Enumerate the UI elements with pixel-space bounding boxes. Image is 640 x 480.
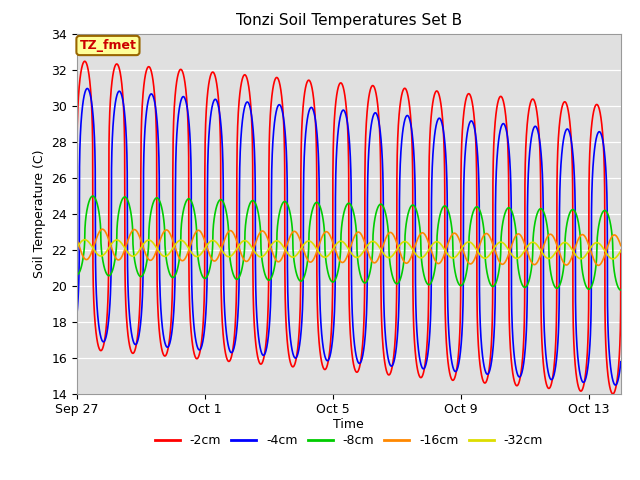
-32cm bbox=[617, 248, 625, 254]
Line: -8cm: -8cm bbox=[77, 196, 621, 290]
-2cm bbox=[73, 202, 81, 207]
-16cm bbox=[99, 226, 106, 232]
-8cm bbox=[524, 282, 531, 288]
-8cm bbox=[557, 277, 565, 283]
-2cm bbox=[396, 105, 404, 110]
-8cm bbox=[355, 265, 363, 271]
-4cm bbox=[524, 204, 531, 210]
-32cm bbox=[557, 241, 565, 247]
Y-axis label: Soil Temperature (C): Soil Temperature (C) bbox=[33, 149, 45, 278]
-8cm bbox=[445, 210, 452, 216]
-2cm bbox=[609, 391, 616, 396]
-4cm bbox=[617, 359, 625, 365]
-2cm bbox=[445, 366, 452, 372]
-8cm bbox=[617, 287, 625, 293]
-32cm bbox=[583, 251, 591, 256]
-8cm bbox=[73, 272, 81, 277]
Legend: -2cm, -4cm, -8cm, -16cm, -32cm: -2cm, -4cm, -8cm, -16cm, -32cm bbox=[150, 429, 548, 452]
-16cm bbox=[355, 229, 363, 235]
-8cm bbox=[89, 193, 97, 199]
-8cm bbox=[396, 277, 404, 283]
Line: -2cm: -2cm bbox=[77, 61, 621, 394]
-16cm bbox=[583, 238, 591, 243]
-4cm bbox=[557, 155, 565, 161]
-2cm bbox=[617, 248, 625, 253]
-4cm bbox=[84, 85, 92, 91]
-4cm bbox=[73, 313, 81, 319]
-16cm bbox=[396, 249, 404, 255]
-32cm bbox=[355, 254, 363, 260]
-16cm bbox=[445, 238, 452, 244]
-16cm bbox=[524, 250, 531, 255]
-16cm bbox=[557, 255, 565, 261]
X-axis label: Time: Time bbox=[333, 418, 364, 431]
-32cm bbox=[609, 256, 616, 262]
-32cm bbox=[445, 253, 452, 259]
Text: TZ_fmet: TZ_fmet bbox=[79, 39, 136, 52]
Line: -16cm: -16cm bbox=[77, 229, 621, 265]
-4cm bbox=[611, 382, 619, 388]
-16cm bbox=[595, 263, 602, 268]
-4cm bbox=[583, 370, 591, 376]
-2cm bbox=[524, 119, 531, 124]
-16cm bbox=[617, 243, 625, 249]
-2cm bbox=[81, 59, 89, 64]
-2cm bbox=[557, 107, 565, 113]
-2cm bbox=[583, 355, 591, 360]
-8cm bbox=[583, 285, 591, 291]
Line: -32cm: -32cm bbox=[77, 240, 621, 259]
-16cm bbox=[73, 237, 81, 242]
-32cm bbox=[396, 242, 404, 248]
Line: -4cm: -4cm bbox=[77, 88, 621, 385]
-4cm bbox=[355, 360, 363, 366]
-32cm bbox=[81, 237, 89, 242]
-32cm bbox=[524, 243, 531, 249]
-2cm bbox=[355, 366, 363, 372]
Title: Tonzi Soil Temperatures Set B: Tonzi Soil Temperatures Set B bbox=[236, 13, 462, 28]
-32cm bbox=[73, 245, 81, 251]
-4cm bbox=[396, 177, 404, 182]
-4cm bbox=[445, 331, 452, 337]
